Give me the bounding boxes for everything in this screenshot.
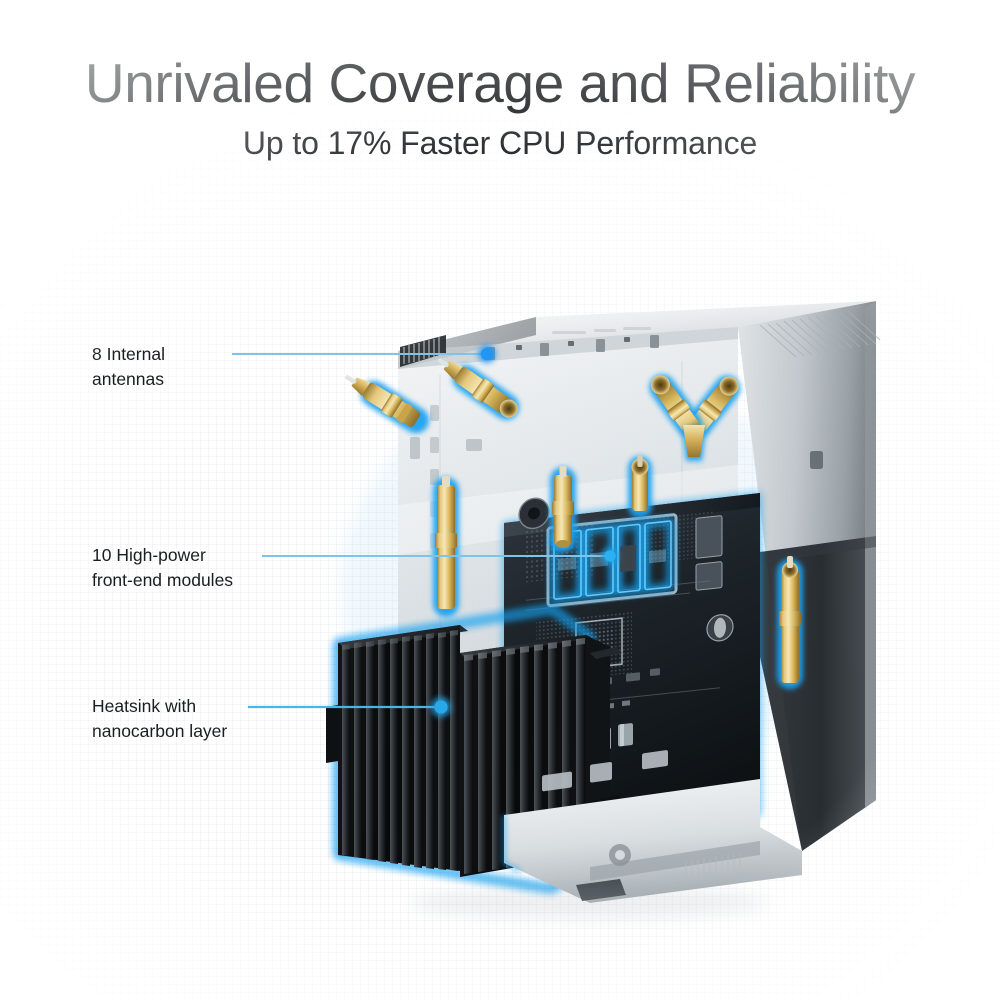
callout-heatsink-line2: nanocarbon layer — [92, 720, 228, 741]
product-illustration — [290, 255, 910, 919]
callout-heatsink: Heatsink with nanocarbon layer — [92, 694, 227, 744]
antenna-y-junction — [682, 425, 706, 461]
callout-antennas-line2: antennas — [92, 368, 165, 389]
heading-block: Unrivaled Coverage and Reliability Up to… — [0, 54, 1000, 161]
antenna-connector-7 — [628, 455, 652, 518]
callout-heatsink-line1: Heatsink with — [92, 696, 197, 716]
page-title: Unrivaled Coverage and Reliability — [84, 52, 916, 114]
callout-modules: 10 High-power front-end modules — [92, 543, 233, 593]
page-subtitle: Up to 17% Faster CPU Performance — [242, 125, 758, 162]
callout-antennas: 8 Internal antennas — [92, 342, 165, 392]
callout-antennas-line1: 8 Internal — [92, 344, 165, 364]
callout-modules-line1: 10 High-power — [92, 545, 206, 565]
antenna-connector-6 — [550, 466, 576, 553]
antenna-connector-8 — [777, 556, 803, 689]
callout-modules-line2: front-end modules — [92, 569, 234, 590]
antenna-connector-5 — [433, 476, 459, 617]
